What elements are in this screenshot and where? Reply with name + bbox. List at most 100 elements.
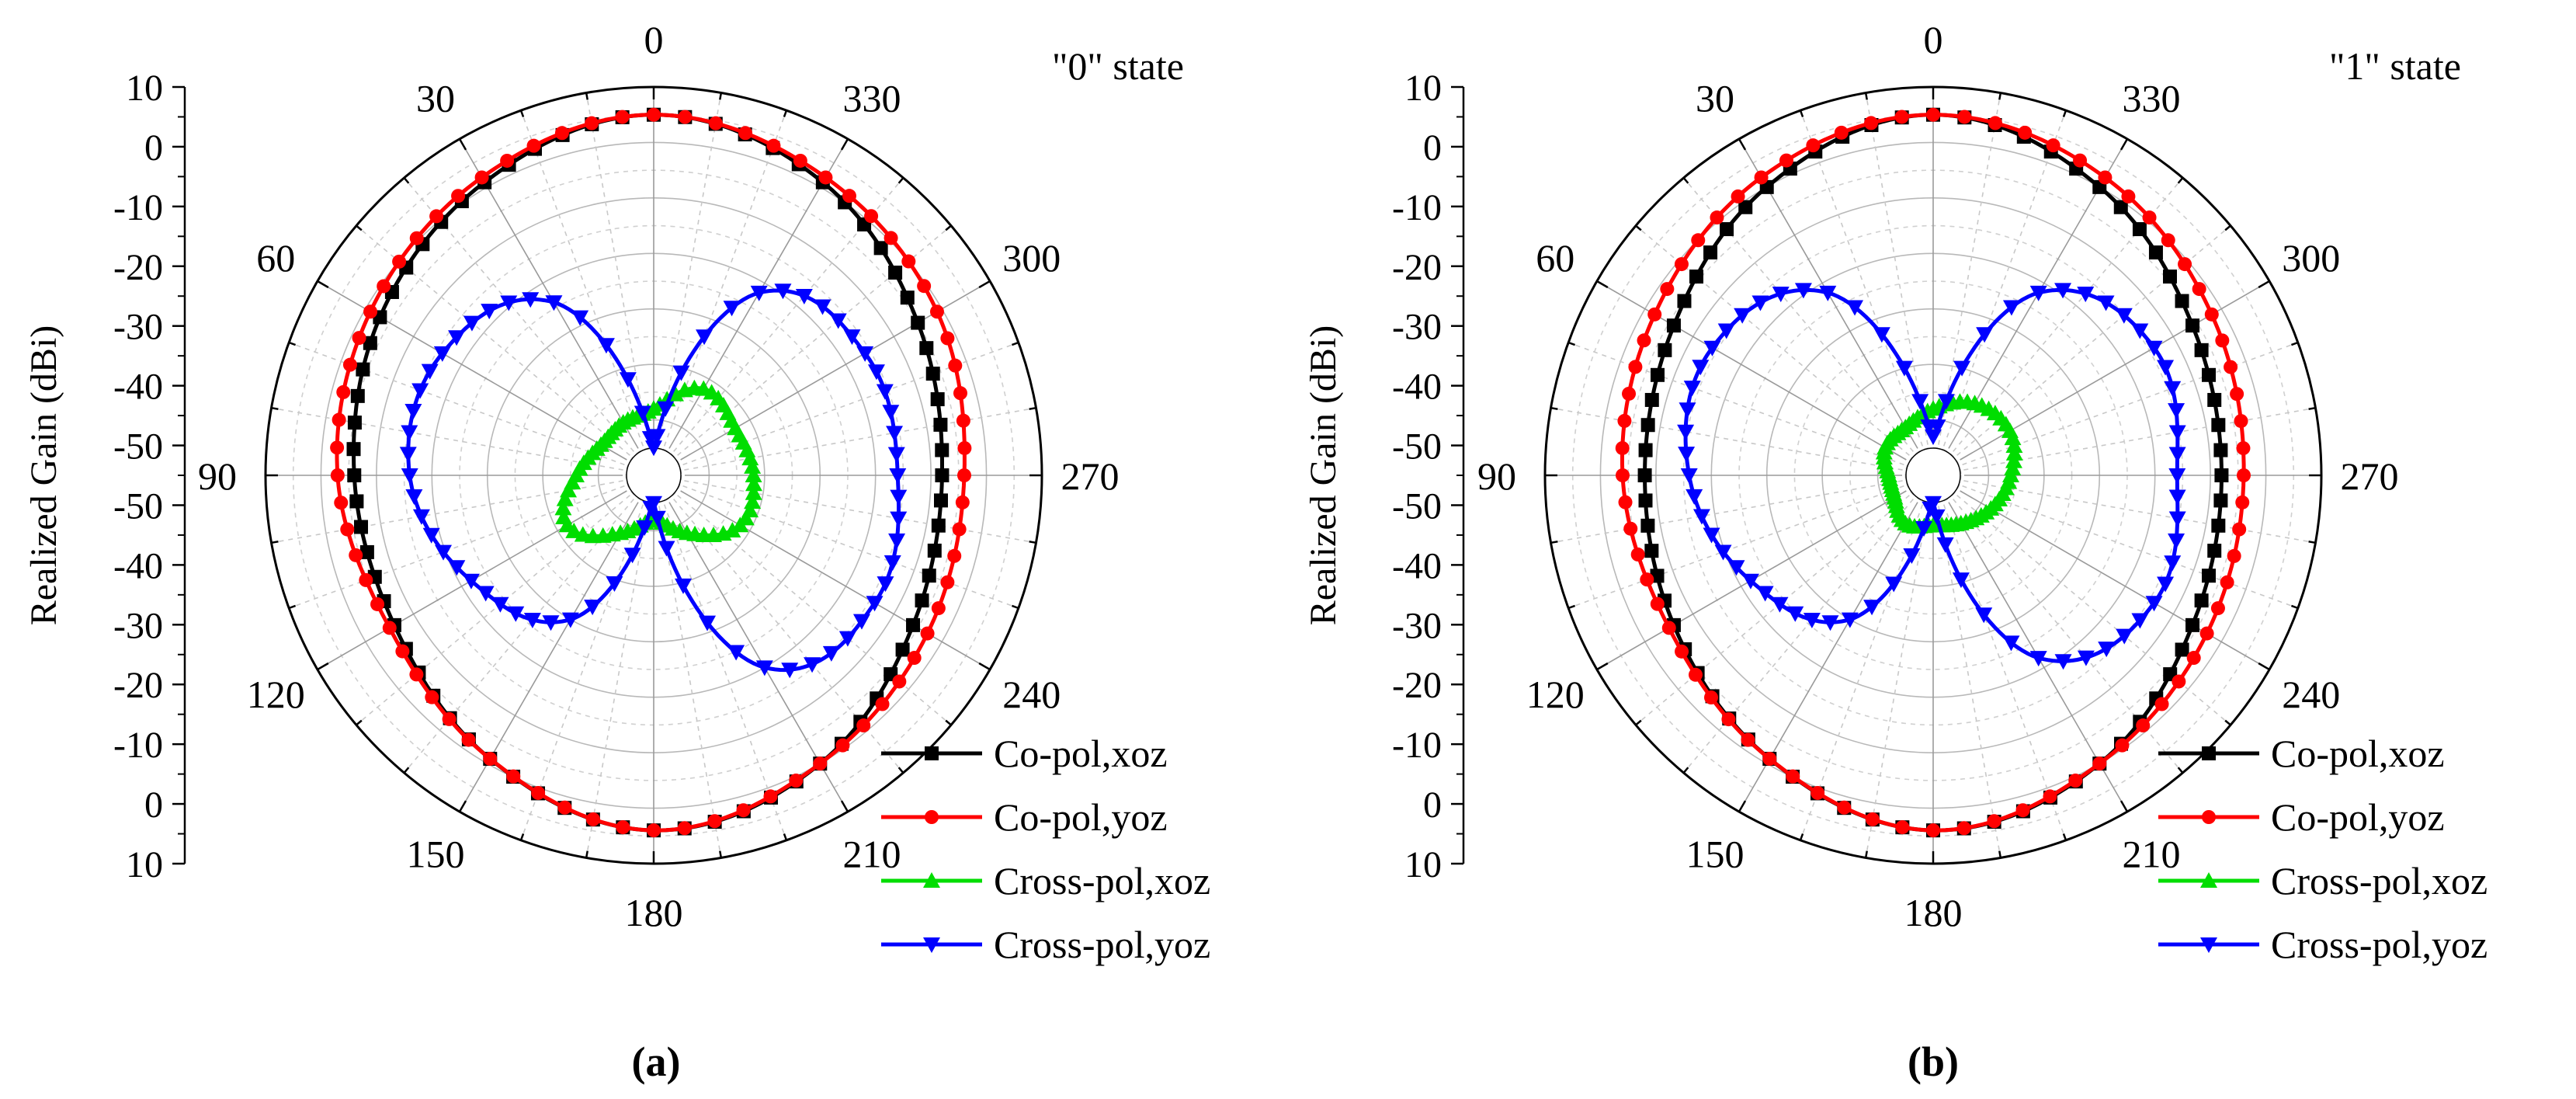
marker-co-pol-yoz-53 xyxy=(955,495,970,510)
marker-cross-pol-xoz-54 xyxy=(745,467,762,482)
angle-label: 240 xyxy=(2282,673,2340,716)
marker-legend-cross-pol-yoz-3 xyxy=(923,937,940,953)
marker-cross-pol-yoz-12 xyxy=(1703,340,1721,356)
legend-label: Cross-pol,xoz xyxy=(994,859,1210,903)
grid-radial xyxy=(1800,110,1924,447)
angle-tick xyxy=(719,92,723,100)
angle-tick xyxy=(2177,177,2184,184)
marker-cross-pol-yoz-46 xyxy=(838,631,856,647)
marker-co-pol-xoz-50 xyxy=(922,569,936,583)
marker-co-pol-xoz-19 xyxy=(1638,493,1653,508)
scale-tick-label: 10 xyxy=(1404,68,1442,109)
marker-cross-pol-yoz-6 xyxy=(545,295,563,311)
marker-cross-pol-yoz-29 xyxy=(542,615,560,631)
angle-tick xyxy=(2258,662,2270,671)
marker-cross-pol-yoz-58 xyxy=(876,384,894,400)
grid-radial xyxy=(1865,506,1929,858)
angle-tick xyxy=(1738,800,1747,812)
marker-cross-pol-yoz-38 xyxy=(1936,537,1954,553)
marker-cross-pol-yoz-39 xyxy=(675,578,693,594)
marker-co-pol-yoz-5 xyxy=(500,153,515,168)
grid-radial xyxy=(1956,495,2231,726)
marker-co-pol-xoz-63 xyxy=(2148,245,2163,260)
marker-co-pol-yoz-6 xyxy=(474,170,489,185)
marker-co-pol-yoz-64 xyxy=(864,209,879,224)
angle-tick xyxy=(271,406,279,410)
marker-cross-pol-yoz-43 xyxy=(781,663,799,679)
marker-co-pol-xoz-21 xyxy=(359,544,374,559)
marker-cross-pol-yoz-25 xyxy=(477,586,495,602)
grid-radial xyxy=(1567,342,1904,466)
marker-cross-pol-yoz-42 xyxy=(2029,651,2047,667)
grid-radial xyxy=(585,92,649,445)
marker-co-pol-yoz-65 xyxy=(842,189,856,203)
angle-tick xyxy=(317,280,329,289)
marker-co-pol-xoz-13 xyxy=(363,336,377,350)
marker-cross-pol-yoz-27 xyxy=(1786,606,1804,622)
angle-tick xyxy=(1998,92,2002,100)
marker-co-pol-xoz-17 xyxy=(1638,443,1653,457)
markers-cross-pol-yoz xyxy=(1677,283,2186,670)
marker-co-pol-yoz-3 xyxy=(1834,125,1849,140)
marker-cross-pol-xoz-67 xyxy=(686,379,703,395)
marker-co-pol-yoz-4 xyxy=(1806,138,1821,153)
scale-tick-label: 10 xyxy=(126,68,163,109)
scale-tick-label: -40 xyxy=(113,367,163,408)
angle-label: 210 xyxy=(843,833,901,876)
marker-co-pol-yoz-70 xyxy=(708,116,723,130)
marker-co-pol-xoz-52 xyxy=(2211,518,2226,533)
marker-cross-pol-yoz-48 xyxy=(866,596,884,612)
scale-axis-a: 10 0 -10 -20 -30 -40 -50 -50 -40 -30 -20 -10 0 10 xyxy=(113,68,186,885)
marker-co-pol-yoz-68 xyxy=(2046,138,2060,153)
marker-cross-pol-yoz-14 xyxy=(1683,381,1701,397)
marker-co-pol-yoz-45 xyxy=(2154,697,2169,711)
marker-co-pol-yoz-13 xyxy=(352,331,366,346)
angle-label: 120 xyxy=(247,673,305,716)
marker-co-pol-yoz-16 xyxy=(1617,413,1632,428)
marker-co-pol-yoz-40 xyxy=(763,789,778,804)
angle-label: 300 xyxy=(2282,236,2340,280)
marker-cross-pol-xoz-50 xyxy=(741,502,759,518)
marker-cross-pol-yoz-53 xyxy=(2168,489,2186,506)
marker-co-pol-yoz-20 xyxy=(340,522,355,537)
marker-cross-pol-yoz-45 xyxy=(2098,642,2116,658)
marker-co-pol-yoz-15 xyxy=(336,384,351,399)
marker-co-pol-yoz-25 xyxy=(395,644,410,659)
marker-co-pol-yoz-57 xyxy=(2230,387,2244,402)
scale-tick-label: -20 xyxy=(1392,665,1442,706)
marker-co-pol-yoz-9 xyxy=(409,231,424,245)
marker-co-pol-yoz-7 xyxy=(451,189,466,203)
marker-cross-pol-yoz-4 xyxy=(597,338,615,354)
angle-tick xyxy=(1029,541,1036,544)
angle-tick xyxy=(1635,224,1642,231)
marker-co-pol-yoz-63 xyxy=(2161,233,2175,248)
marker-cross-pol-xoz-47 xyxy=(724,521,741,537)
marker-legend-co-pol-xoz-0 xyxy=(925,746,939,760)
angle-tick xyxy=(356,224,363,231)
angle-label: 150 xyxy=(1686,833,1745,876)
marker-co-pol-yoz-2 xyxy=(1864,116,1879,130)
legend-label: Cross-pol,yoz xyxy=(994,923,1210,966)
marker-cross-pol-xoz-51 xyxy=(744,493,762,510)
marker-co-pol-yoz-64 xyxy=(2142,210,2157,225)
marker-cross-pol-yoz-30 xyxy=(561,612,579,628)
marker-co-pol-yoz-7 xyxy=(1731,189,1745,203)
marker-co-pol-yoz-8 xyxy=(1710,210,1724,225)
marker-cross-pol-yoz-15 xyxy=(1679,402,1696,419)
grid-radial xyxy=(356,224,630,456)
angle-tick xyxy=(458,800,467,812)
marker-co-pol-xoz-61 xyxy=(900,290,915,305)
marker-cross-pol-yoz-9 xyxy=(1751,295,1769,311)
marker-cross-pol-yoz-59 xyxy=(867,364,885,381)
marker-cross-pol-yoz-55 xyxy=(2168,447,2186,463)
grid-radial xyxy=(271,407,623,471)
marker-cross-pol-yoz-7 xyxy=(1794,283,1812,299)
angle-tick xyxy=(1596,662,1609,671)
marker-co-pol-xoz-47 xyxy=(895,642,910,657)
marker-cross-pol-yoz-8 xyxy=(500,295,518,311)
marker-cross-pol-yoz-44 xyxy=(804,657,821,673)
marker-co-pol-xoz-55 xyxy=(935,443,950,457)
grid-radial xyxy=(1865,92,1929,445)
marker-cross-pol-yoz-17 xyxy=(1678,447,1696,463)
scale-tick-label: -10 xyxy=(1392,187,1442,228)
